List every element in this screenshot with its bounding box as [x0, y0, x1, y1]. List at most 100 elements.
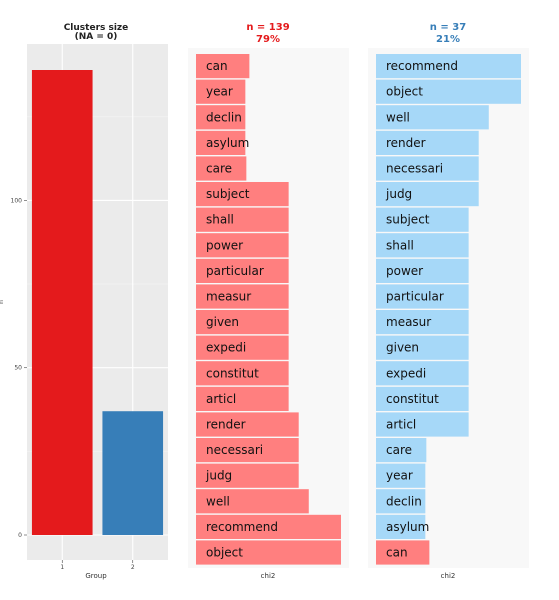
cluster-2-bar-label: constitut	[386, 392, 439, 406]
cluster-2-panel: n = 37 21% recommend object well render nece…	[368, 22, 529, 580]
cluster-2-bar-label: particular	[386, 290, 444, 304]
cluster-1-bar-label: shall	[206, 213, 234, 227]
cluster-2-bar-constitut	[376, 386, 469, 411]
cluster-2-bar-power	[376, 258, 469, 283]
cluster-2-bars: recommend object well render necessari judg su…	[376, 54, 521, 565]
cluster-2-bar-label: care	[386, 443, 412, 457]
size-y-tick-label: 50	[14, 365, 22, 372]
size-y-axis-label: n	[0, 300, 5, 304]
cluster-2-bar-label: object	[386, 85, 423, 99]
cluster-1-bar-subject	[196, 182, 289, 207]
cluster-2-bar-particular	[376, 284, 469, 309]
cluster-1-bar-label: constitut	[206, 366, 259, 380]
cluster-1-bar-label: object	[206, 546, 243, 560]
cluster-1-bar-can	[196, 54, 250, 79]
cluster-1-bar-measur	[196, 284, 289, 309]
cluster-2-bar-given	[376, 335, 469, 360]
cluster-2-x-axis-label: chi2	[441, 572, 456, 580]
cluster-2-bar-can	[376, 540, 430, 565]
cluster-2-bar-label: shall	[386, 238, 414, 252]
cluster-2-subtitle: 21%	[436, 34, 460, 45]
cluster-1-bar-power	[196, 233, 289, 258]
size-y-tick-label: 100	[11, 197, 23, 204]
cluster-1-subtitle: 79%	[256, 34, 280, 45]
cluster-1-bar-label: year	[206, 85, 233, 99]
cluster-1-bar-render	[196, 412, 299, 437]
cluster-1-bar-label: care	[206, 162, 232, 176]
cluster-2-bar-label: measur	[386, 315, 431, 329]
cluster-1-bar-judg	[196, 463, 299, 488]
cluster-1-bar-label: articl	[206, 392, 236, 406]
cluster-2-bar-render	[376, 130, 479, 155]
cluster-2-bar-necessari	[376, 156, 479, 181]
cluster-1-bar-constitut	[196, 361, 289, 386]
cluster-1-bar-well	[196, 489, 309, 514]
cluster-2-bar-label: year	[386, 469, 413, 483]
size-x-axis-label: Group	[85, 572, 107, 580]
cluster-1-bar-year	[196, 79, 246, 104]
cluster-2-bar-label: render	[386, 136, 426, 150]
size-y-ticks: 0 50 100	[11, 197, 27, 539]
cluster-2-bar-label: expedi	[386, 366, 426, 380]
cluster-2-bar-subject	[376, 207, 469, 232]
cluster-2-bar-shall	[376, 233, 469, 258]
cluster-2-bar-recommend	[376, 54, 521, 79]
cluster-1-bar-declin	[196, 105, 246, 130]
cluster-1-bar-expedi	[196, 335, 289, 360]
size-bars	[31, 70, 164, 535]
cluster-1-bars: can year declin asylum care subject shall power…	[196, 54, 341, 565]
cluster-1-bar-label: recommend	[206, 520, 278, 534]
cluster-1-bar-label: particular	[206, 264, 264, 278]
cluster-2-bar-object	[376, 79, 521, 104]
cluster-2-bar-label: subject	[386, 213, 430, 227]
cluster-1-bar-necessari	[196, 438, 299, 463]
cluster-2-bar-year	[376, 463, 426, 488]
cluster-1-bar-label: power	[206, 238, 243, 252]
cluster-1-bar-label: expedi	[206, 341, 246, 355]
size-bar-group-2	[102, 411, 164, 535]
size-chart-title: Clusters size	[64, 23, 129, 33]
cluster-1-bar-label: can	[206, 59, 228, 73]
cluster-1-bar-label: subject	[206, 187, 250, 201]
cluster-1-bar-label: well	[206, 494, 230, 508]
cluster-2-bar-care	[376, 438, 427, 463]
cluster-1-x-axis-label: chi2	[261, 572, 276, 580]
cluster-2-bar-measur	[376, 310, 469, 335]
cluster-2-bar-label: given	[386, 341, 419, 355]
cluster-2-bar-judg	[376, 182, 479, 207]
cluster-2-bar-label: declin	[386, 494, 422, 508]
cluster-1-bar-label: asylum	[206, 136, 249, 150]
size-chart-subtitle: (NA = 0)	[75, 32, 118, 42]
cluster-1-bar-label: given	[206, 315, 239, 329]
cluster-2-bar-declin	[376, 489, 426, 514]
cluster-2-title: n = 37	[430, 22, 466, 33]
cluster-2-bar-label: asylum	[386, 520, 429, 534]
cluster-2-bar-label: power	[386, 264, 423, 278]
cluster-1-bar-particular	[196, 258, 289, 283]
size-x-tick-label: 1	[60, 564, 64, 571]
cluster-1-bar-label: render	[206, 418, 246, 432]
cluster-2-bar-label: recommend	[386, 59, 458, 73]
cluster-1-bar-given	[196, 310, 289, 335]
cluster-2-bar-label: judg	[385, 187, 412, 201]
cluster-1-bar-shall	[196, 207, 289, 232]
cluster-2-bar-expedi	[376, 361, 469, 386]
cluster-2-bar-label: articl	[386, 418, 416, 432]
cluster-1-bar-recommend	[196, 514, 341, 539]
cluster-2-bar-label: necessari	[386, 162, 443, 176]
size-bar-group-1	[31, 70, 93, 535]
cluster-1-bar-label: measur	[206, 290, 251, 304]
cluster-1-title: n = 139	[246, 22, 289, 33]
cluster-2-bar-well	[376, 105, 489, 130]
cluster-1-bar-care	[196, 156, 247, 181]
cluster-1-bar-label: declin	[206, 110, 242, 124]
size-x-tick-label: 2	[131, 564, 135, 571]
size-y-tick-label: 0	[18, 532, 22, 539]
cluster-2-bar-label: can	[386, 546, 408, 560]
cluster-1-bar-label: judg	[205, 469, 232, 483]
cluster-1-bar-articl	[196, 386, 289, 411]
cluster-1-bar-object	[196, 540, 341, 565]
